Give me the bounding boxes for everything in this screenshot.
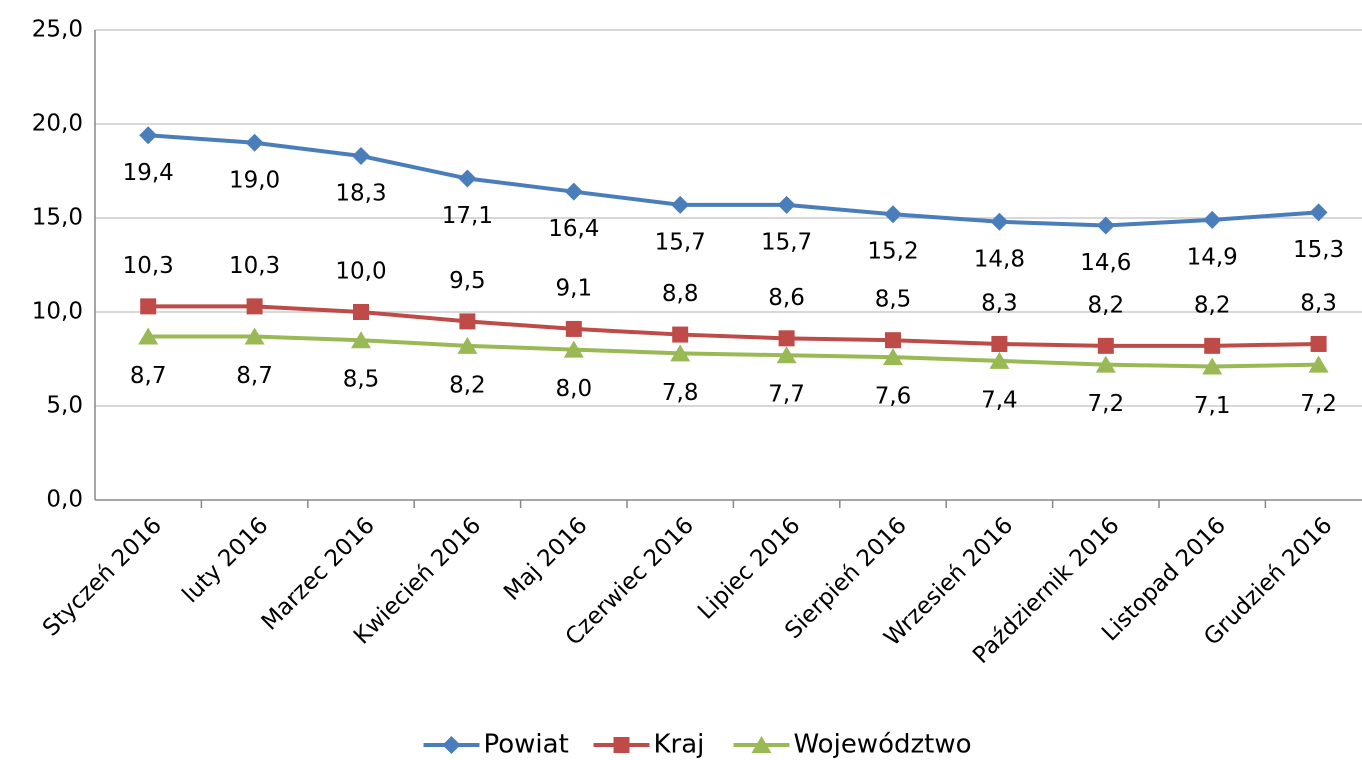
marker [1203, 210, 1222, 229]
data-label: 19,4 [123, 160, 174, 186]
y-tick-label: 5,0 [46, 393, 83, 419]
data-label: 8,8 [662, 281, 699, 307]
x-tick-label: Lipiec 2016 [693, 512, 805, 624]
y-tick-label: 15,0 [32, 205, 83, 231]
data-label: 7,2 [1300, 391, 1337, 417]
data-label: 9,5 [449, 268, 486, 294]
data-label: 8,6 [768, 285, 805, 311]
marker [778, 330, 795, 347]
x-tick-label: Marzec 2016 [257, 512, 380, 635]
marker [884, 205, 902, 224]
marker [1310, 335, 1327, 352]
marker [1202, 357, 1223, 375]
marker [563, 340, 584, 358]
y-tick-label: 10,0 [32, 299, 83, 325]
data-label: 16,4 [548, 216, 599, 242]
marker [458, 169, 477, 188]
series-line [148, 133, 1319, 228]
marker [138, 327, 159, 345]
marker [1309, 203, 1328, 222]
marker [989, 351, 1010, 369]
data-label: 8,3 [1300, 290, 1337, 316]
marker [991, 335, 1008, 352]
data-label: 17,1 [442, 203, 493, 229]
data-label: 7,8 [662, 380, 699, 406]
marker [565, 320, 582, 337]
marker [883, 348, 903, 366]
marker [139, 126, 158, 145]
data-label: 8,7 [236, 363, 273, 389]
marker [990, 212, 1009, 231]
marker [776, 346, 797, 364]
marker [353, 304, 369, 320]
marker [672, 326, 689, 343]
marker [351, 331, 371, 349]
legend-label: Powiat [484, 730, 569, 760]
marker [1095, 355, 1116, 373]
marker [751, 736, 772, 753]
x-tick-label: Styczeń 2016 [38, 512, 167, 641]
marker [670, 344, 691, 362]
marker [885, 332, 901, 349]
series-line [148, 304, 1319, 348]
data-label: 15,7 [761, 229, 812, 255]
marker [246, 298, 263, 315]
data-label: 9,1 [556, 275, 593, 301]
marker [442, 736, 461, 754]
data-label: 15,3 [1293, 237, 1344, 263]
data-label: 15,2 [867, 239, 918, 265]
marker [1097, 337, 1114, 354]
data-label: 7,7 [768, 382, 805, 408]
data-label: 8,2 [449, 372, 486, 398]
marker [459, 313, 476, 330]
legend-label: Województwo [794, 730, 972, 760]
data-label: 10,3 [229, 253, 280, 279]
data-label: 8,0 [556, 376, 593, 402]
data-label: 10,3 [123, 253, 174, 279]
y-tick-label: 25,0 [32, 17, 83, 43]
marker [1096, 216, 1115, 235]
marker [777, 195, 796, 214]
data-label: 8,5 [875, 287, 912, 313]
marker [1204, 337, 1221, 354]
series-line [148, 334, 1319, 369]
x-tick-label: Maj 2016 [499, 512, 592, 605]
data-label: 10,0 [335, 259, 386, 285]
data-label: 7,6 [875, 384, 912, 410]
data-label: 18,3 [335, 180, 386, 206]
marker [244, 327, 265, 345]
data-label: 7,4 [981, 387, 1018, 413]
data-label: 8,2 [1194, 292, 1231, 318]
y-tick-label: 20,0 [32, 111, 83, 137]
marker [1308, 355, 1329, 373]
data-label: 19,0 [229, 167, 280, 193]
data-label: 8,5 [343, 367, 380, 393]
marker [613, 737, 630, 753]
marker [564, 182, 583, 201]
marker [457, 336, 478, 354]
data-label: 8,3 [981, 290, 1018, 316]
marker [245, 133, 264, 152]
data-label: 8,7 [130, 363, 167, 389]
data-label: 15,7 [655, 229, 706, 255]
y-tick-label: 0,0 [46, 487, 83, 513]
marker [140, 298, 157, 315]
marker [352, 146, 370, 165]
data-label: 14,8 [974, 246, 1025, 272]
marker [671, 195, 690, 214]
data-label: 7,2 [1088, 391, 1125, 417]
data-label: 8,2 [1088, 292, 1125, 318]
data-label: 14,9 [1187, 244, 1238, 270]
legend-label: Kraj [654, 730, 705, 760]
data-label: 7,1 [1194, 393, 1231, 419]
x-tick-label: luty 2016 [178, 512, 274, 608]
data-label: 14,6 [1080, 250, 1131, 276]
